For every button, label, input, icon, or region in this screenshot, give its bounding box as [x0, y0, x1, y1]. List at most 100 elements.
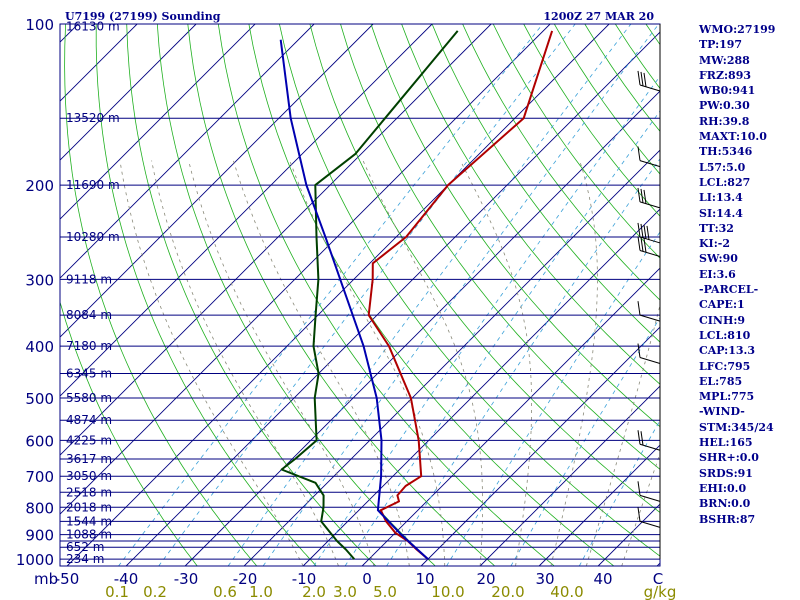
isotherm-line — [60, 24, 551, 515]
stat-line: KI:-2 — [699, 237, 730, 251]
height-label: 7180 m — [66, 339, 112, 353]
temperature-tick-label: -40 — [114, 570, 139, 588]
moist-adiabat — [119, 160, 304, 566]
station-title: U7199 (27199) Sounding — [65, 10, 221, 23]
pressure-label: 1000 — [16, 551, 54, 569]
dry-adiabat — [431, 24, 660, 343]
pressure-label: 900 — [25, 527, 54, 545]
mixing-ratio-line — [510, 317, 660, 566]
wind-barb — [639, 357, 661, 364]
stat-line: MAXT:10.0 — [699, 130, 767, 144]
isotherm-line — [420, 326, 660, 566]
moist-adiabat — [188, 160, 375, 566]
mixing-ratio-tick-label: g/kg — [644, 583, 677, 600]
stat-line: TP:197 — [699, 38, 743, 52]
stats-panel: WMO:27199 TP:197 MW:288 FRZ:893 WB0:941 PW:0.… — [699, 22, 799, 527]
isotherm-line — [125, 31, 660, 566]
stat-line: STM:345/24 — [699, 420, 774, 434]
height-label: 2518 m — [66, 485, 112, 499]
height-label: 6345 m — [66, 367, 112, 381]
dewpoint-line — [280, 30, 459, 560]
height-labels: 16130 m 13520 m 11690 m 10280 m 9118 m 8084 m… — [66, 19, 120, 566]
height-label: 652 m — [66, 540, 104, 554]
stat-line: -PARCEL- — [699, 283, 759, 297]
wind-barb-feather — [640, 188, 644, 203]
isotherm-line — [60, 24, 374, 338]
mixing-ratio-line — [227, 24, 632, 566]
height-label: 1088 m — [66, 528, 112, 542]
wind-barb — [639, 494, 661, 502]
stat-line: LI:13.4 — [699, 191, 743, 205]
isotherm-line — [60, 24, 256, 220]
mixing-ratio-line — [344, 110, 660, 566]
dry-adiabat — [340, 24, 660, 470]
mixing-ratio-tick-label: 20.0 — [491, 583, 524, 600]
height-label: 2018 m — [66, 500, 112, 514]
temperature-tick-label: -30 — [174, 570, 199, 588]
temperature-tick-label: 20 — [476, 570, 495, 588]
wind-barb-feather — [637, 236, 641, 251]
wind-barb-feather — [643, 72, 647, 88]
height-label: 9118 m — [66, 272, 112, 286]
parcel-line — [279, 39, 429, 560]
isotherm-line — [60, 24, 433, 397]
background-grid — [60, 24, 660, 566]
mixing-ratio-tick-label: 3.0 — [333, 583, 357, 600]
mixing-ratio-line — [262, 24, 660, 566]
wind-barb-feather — [643, 238, 647, 253]
wind-barb-feather — [637, 187, 641, 202]
wind-barb — [639, 314, 661, 322]
moist-adiabat — [550, 160, 598, 566]
isotherm-line — [479, 385, 660, 566]
height-label: 5580 m — [66, 391, 112, 405]
dry-adiabat — [462, 24, 660, 301]
stat-line: TT:32 — [699, 221, 734, 235]
pressure-label: 600 — [25, 432, 54, 450]
isotherm-line — [302, 208, 660, 566]
wind-barb-feather — [637, 430, 641, 445]
wind-barb-feather — [637, 222, 641, 238]
dry-adiabat — [95, 24, 317, 566]
profile-lines — [279, 30, 554, 560]
mixing-ratio-tick-label: 0.6 — [213, 583, 237, 600]
moist-adiabat — [233, 160, 410, 566]
mixing-ratio-tick-label: 40.0 — [550, 583, 583, 600]
isotherm-line — [60, 24, 315, 279]
temperature-tick-label: C — [653, 570, 663, 588]
pressure-label: 500 — [25, 390, 54, 408]
dry-adiabat — [217, 24, 555, 566]
height-label: 3050 m — [66, 469, 112, 483]
mixing-ratio-line — [118, 24, 544, 566]
dry-adiabat — [248, 24, 615, 566]
stat-line: BSHR:87 — [699, 512, 756, 526]
stat-line: LCL:810 — [699, 328, 751, 342]
isotherm-line — [361, 267, 660, 566]
wind-barb-feather — [643, 189, 647, 204]
stat-line: SRDS:91 — [699, 466, 753, 480]
stat-line: MPL:775 — [699, 390, 755, 404]
moist-adiabat — [621, 452, 660, 566]
stat-line: WB0:941 — [699, 84, 756, 98]
wind-barb-feather — [637, 343, 641, 358]
isotherm-line — [66, 24, 610, 566]
moist-adiabat — [151, 160, 339, 566]
dry-adiabat — [64, 24, 258, 566]
stat-line: TH:5346 — [699, 145, 753, 159]
stat-line: EHI:0.0 — [699, 481, 747, 495]
wind-barb-feather — [637, 301, 641, 316]
stat-line: SW:90 — [699, 252, 738, 266]
wind-barbs — [637, 24, 661, 560]
stat-line: HEL:165 — [699, 436, 753, 450]
isotherm-line — [60, 24, 197, 161]
height-label: 1544 m — [66, 514, 112, 528]
height-label: 4874 m — [66, 413, 112, 427]
isotherm-line — [243, 149, 660, 566]
temperature-tick-label: 10 — [415, 570, 434, 588]
stat-line: LCL:827 — [699, 175, 751, 189]
wind-barb-feather — [637, 507, 641, 522]
pressure-label: 300 — [25, 271, 54, 289]
wind-barb-feather — [640, 431, 644, 446]
wind-barb-feather — [640, 237, 644, 252]
wind-barb — [639, 201, 661, 209]
